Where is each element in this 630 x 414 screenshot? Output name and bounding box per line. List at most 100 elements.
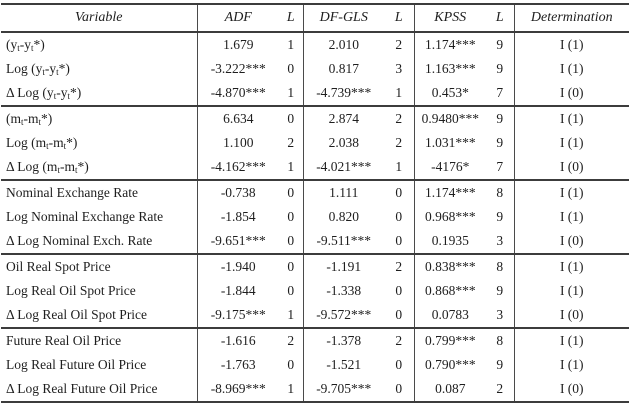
- cell-kpss-lag: 2: [496, 381, 504, 396]
- table-row: Δ Log Real Oil Spot Price -9.175*** 1 -9…: [1, 303, 629, 328]
- cell-dfgls: 0.820: [302, 205, 384, 229]
- cell-dfgls-lag: 2: [395, 37, 403, 52]
- cell-dfgls: -1.191: [302, 253, 384, 279]
- cell-variable: Log (yt-yt*): [6, 61, 70, 77]
- cell-determination: I (0): [513, 81, 629, 106]
- cell-dfgls: -1.378: [302, 327, 384, 353]
- column-header-adf-lag: L: [279, 4, 303, 33]
- cell-adf: -4.162***: [196, 155, 279, 180]
- cell-adf: -3.222***: [196, 57, 279, 81]
- cell-kpss-lag: 9: [496, 357, 504, 372]
- cell-adf-lag: 0: [287, 61, 295, 76]
- cell-dfgls: -1.338: [302, 279, 384, 303]
- cell-determination: I (1): [513, 353, 629, 377]
- cell-determination: I (0): [513, 303, 629, 328]
- cell-kpss-lag: 3: [496, 233, 504, 248]
- cell-kpss-lag: 8: [486, 253, 514, 279]
- cell-kpss: -4176*: [413, 155, 486, 180]
- cell-kpss-lag: 9: [496, 283, 504, 298]
- header-row: Variable ADF L DF-GLS L KPSS L Determina…: [1, 4, 629, 33]
- cell-dfgls: -9.511***: [302, 229, 384, 254]
- column-header-variable: Variable: [1, 4, 197, 33]
- cell-adf: -4.870***: [196, 81, 279, 106]
- cell-variable: Log Real Future Oil Price: [6, 357, 147, 372]
- cell-dfgls: -9.572***: [302, 303, 384, 328]
- cell-determination: I (1): [513, 105, 629, 131]
- cell-determination: I (1): [513, 279, 629, 303]
- cell-dfgls-lag: 3: [395, 61, 403, 76]
- cell-adf-lag: 0: [279, 253, 303, 279]
- cell-adf-lag: 1: [287, 381, 295, 396]
- cell-kpss: 0.790***: [413, 353, 486, 377]
- table-row: Log (mt-mt*) 1.100 2 2.038 2 1.031*** 9 …: [1, 131, 629, 155]
- cell-adf: -1.854: [196, 205, 279, 229]
- cell-dfgls-lag: 0: [395, 233, 403, 248]
- cell-determination: I (1): [513, 327, 629, 353]
- cell-dfgls-lag: 2: [395, 135, 403, 150]
- cell-adf: -1.940: [196, 253, 279, 279]
- column-header-adf: ADF: [196, 4, 279, 33]
- cell-determination: I (1): [513, 131, 629, 155]
- cell-adf: 1.100: [196, 131, 279, 155]
- column-header-determination: Determination: [513, 4, 629, 33]
- cell-dfgls: 2.874: [302, 105, 384, 131]
- cell-adf: -1.763: [196, 353, 279, 377]
- cell-variable: Δ Log Real Oil Spot Price: [6, 307, 148, 322]
- cell-dfgls: 0.817: [302, 57, 384, 81]
- cell-adf: 1.679: [196, 32, 279, 57]
- cell-kpss-lag: 7: [496, 159, 504, 174]
- unit-root-test-table: Variable ADF L DF-GLS L KPSS L Determina…: [1, 3, 629, 403]
- table-row: Δ Log Nominal Exch. Rate -9.651*** 0 -9.…: [1, 229, 629, 254]
- column-header-kpss: KPSS: [413, 4, 486, 33]
- cell-kpss-lag: 9: [496, 135, 504, 150]
- cell-dfgls: -4.739***: [302, 81, 384, 106]
- cell-variable: Δ Log Real Future Oil Price: [6, 381, 158, 396]
- cell-dfgls-lag: 0: [395, 307, 403, 322]
- cell-variable: Δ Log (mt-mt*): [6, 159, 89, 175]
- cell-adf: -9.651***: [196, 229, 279, 254]
- cell-kpss-lag: 7: [496, 85, 504, 100]
- cell-adf-lag: 0: [287, 209, 295, 224]
- cell-adf: -1.844: [196, 279, 279, 303]
- cell-dfgls: 1.111: [302, 179, 384, 205]
- cell-dfgls-lag: 0: [384, 179, 414, 205]
- cell-kpss: 0.799***: [413, 327, 486, 353]
- cell-kpss: 0.968***: [413, 205, 486, 229]
- table-row: Δ Log (yt-yt*) -4.870*** 1 -4.739*** 1 0…: [1, 81, 629, 106]
- cell-dfgls-lag: 0: [395, 283, 403, 298]
- cell-kpss-lag: 8: [486, 327, 514, 353]
- cell-dfgls: 2.010: [302, 32, 384, 57]
- cell-kpss-lag: 9: [496, 209, 504, 224]
- cell-variable: Oil Real Spot Price: [1, 253, 197, 279]
- cell-dfgls-lag: 1: [395, 85, 403, 100]
- cell-dfgls-lag: 0: [395, 357, 403, 372]
- cell-kpss: 0.0783: [413, 303, 486, 328]
- cell-variable: Log (mt-mt*): [6, 135, 78, 151]
- column-header-dfgls: DF-GLS: [302, 4, 384, 33]
- table-row: Log Real Oil Spot Price -1.844 0 -1.338 …: [1, 279, 629, 303]
- cell-adf-lag: 0: [287, 233, 295, 248]
- cell-variable: Log Real Oil Spot Price: [6, 283, 136, 298]
- cell-adf-lag: 0: [279, 105, 303, 131]
- cell-dfgls: -4.021***: [302, 155, 384, 180]
- cell-kpss-lag: 9: [496, 37, 504, 52]
- cell-kpss-lag: 3: [496, 307, 504, 322]
- cell-kpss-lag: 9: [496, 61, 504, 76]
- cell-kpss: 1.031***: [413, 131, 486, 155]
- cell-kpss: 0.1935: [413, 229, 486, 254]
- cell-variable: Log Nominal Exchange Rate: [6, 209, 164, 224]
- table-row: Log (yt-yt*) -3.222*** 0 0.817 3 1.163**…: [1, 57, 629, 81]
- cell-adf-lag: 0: [287, 357, 295, 372]
- cell-kpss: 0.9480***: [413, 105, 486, 131]
- cell-kpss: 0.868***: [413, 279, 486, 303]
- cell-variable: (mt-mt*): [1, 105, 197, 131]
- table-row: (mt-mt*) 6.634 0 2.874 2 0.9480*** 9 I (…: [1, 105, 629, 131]
- cell-kpss: 1.174***: [413, 32, 486, 57]
- cell-variable: Future Real Oil Price: [1, 327, 197, 353]
- cell-adf-lag: 1: [287, 307, 295, 322]
- cell-dfgls-lag: 2: [384, 105, 414, 131]
- cell-adf-lag: 2: [279, 327, 303, 353]
- cell-dfgls: 2.038: [302, 131, 384, 155]
- cell-kpss: 0.087: [413, 377, 486, 402]
- cell-adf: -9.175***: [196, 303, 279, 328]
